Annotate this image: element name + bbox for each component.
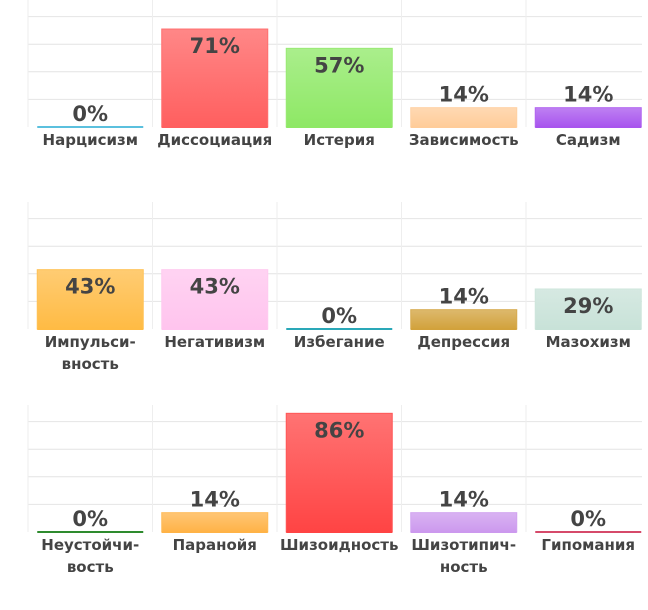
bar [161, 269, 269, 330]
category-label: Мазохизм [546, 333, 631, 351]
bars [37, 412, 642, 533]
value-label: 14% [190, 488, 240, 512]
labels: 0% Нарцисизм 71% Диссоциация 57% Истерия 14% За… [43, 34, 621, 149]
category-label: Избегание [294, 333, 385, 351]
value-label: 71% [190, 34, 240, 58]
value-label: 43% [65, 275, 115, 299]
value-label: 57% [314, 53, 364, 77]
chart-panel-1: 0% Нарцисизм 71% Диссоциация 57% Истерия 14% За… [27, 0, 642, 149]
category-label: Нарцисизм [43, 131, 138, 149]
value-label: 86% [314, 418, 364, 442]
gridlines [27, 0, 642, 127]
bar [410, 512, 518, 533]
value-label: 14% [563, 83, 613, 107]
bar [285, 47, 393, 128]
value-label: 0% [72, 507, 108, 531]
category-label: Истерия [304, 131, 375, 149]
category-label: Негативизм [164, 333, 265, 351]
value-label: 29% [563, 294, 613, 318]
category-label: Зависимость [409, 131, 519, 149]
bar [534, 107, 642, 128]
labels: 0% Неустойчи-вость 14% Паранойя 86% Шизоиднос… [41, 418, 635, 576]
category-label: Садизм [556, 131, 621, 149]
bar [410, 309, 518, 330]
category-label: Шизоидность [280, 536, 398, 554]
category-label: ность [440, 558, 488, 576]
value-label: 43% [190, 275, 240, 299]
value-label: 0% [321, 304, 357, 328]
bar [161, 28, 269, 128]
category-label: Депрессия [417, 333, 510, 351]
bars [37, 28, 642, 128]
category-label: вость [67, 558, 114, 576]
category-label: Импульси- [45, 333, 136, 351]
chart-panel-3: 0% Неустойчи-вость 14% Паранойя 86% Шизоиднос… [27, 405, 642, 576]
value-label: 14% [439, 83, 489, 107]
bar [285, 412, 393, 533]
category-label: Гипомания [541, 536, 635, 554]
chart-panel-2: 43% Импульси-вность 43% Негативизм 0% Избеган… [27, 202, 642, 373]
category-label: Шизотипич- [411, 536, 516, 554]
value-label: 14% [439, 488, 489, 512]
category-label: вность [62, 355, 119, 373]
bars [36, 269, 642, 330]
category-label: Неустойчи- [41, 536, 139, 554]
value-label: 0% [570, 507, 606, 531]
bar [36, 269, 144, 330]
category-label: Диссоциация [157, 131, 272, 149]
bar [410, 107, 518, 128]
value-label: 0% [72, 102, 108, 126]
bar [161, 512, 269, 533]
bar [534, 288, 642, 330]
category-label: Паранойя [173, 536, 257, 554]
labels: 43% Импульси-вность 43% Негативизм 0% Избеган… [45, 275, 631, 373]
value-label: 14% [439, 285, 489, 309]
